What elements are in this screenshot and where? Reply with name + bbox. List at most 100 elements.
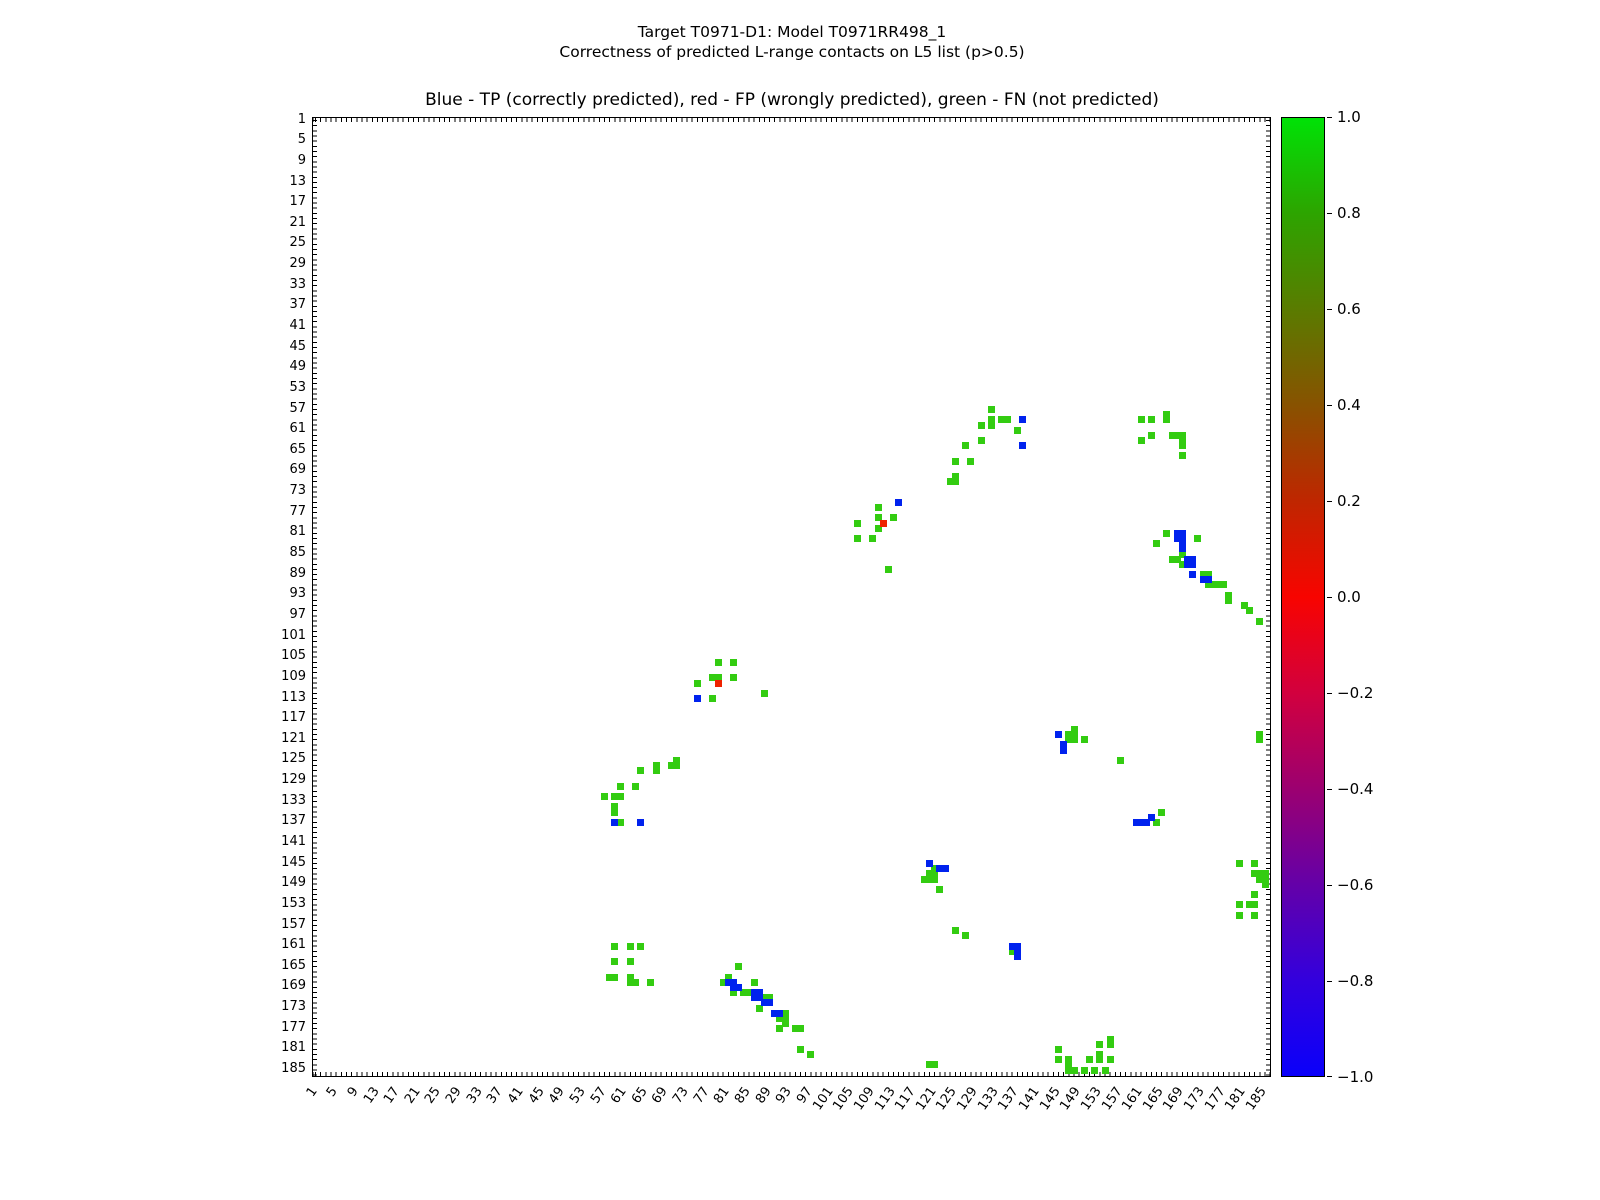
contact-point-fn bbox=[1178, 452, 1186, 460]
contact-point-tp bbox=[1189, 555, 1197, 563]
contact-point-fn bbox=[1070, 725, 1078, 733]
contact-point-fn bbox=[1096, 1040, 1104, 1048]
y-tick-label: 13 bbox=[289, 173, 306, 189]
y-tick-label: 53 bbox=[289, 379, 306, 395]
contact-point-fn bbox=[791, 1025, 799, 1033]
colorbar-tick bbox=[1327, 501, 1332, 502]
contact-point-tp bbox=[1148, 813, 1155, 821]
colorbar-tick-label: −0.2 bbox=[1337, 684, 1374, 702]
contact-point-fn bbox=[1148, 431, 1155, 439]
contact-point-fn bbox=[673, 762, 681, 770]
contact-point-tp bbox=[1055, 731, 1063, 739]
contact-point-tp bbox=[1060, 746, 1068, 754]
contact-point-fn bbox=[766, 994, 774, 1002]
contact-point-tp bbox=[1178, 540, 1186, 548]
contact-point-fn bbox=[714, 658, 722, 666]
contact-point-fn bbox=[750, 978, 758, 986]
contact-point-tp bbox=[941, 865, 949, 873]
contact-point-fn bbox=[1091, 1066, 1099, 1074]
contact-point-fn bbox=[874, 524, 882, 532]
y-tick-label: 177 bbox=[281, 1019, 306, 1035]
contact-point-fn bbox=[709, 674, 717, 682]
y-tick-label: 161 bbox=[281, 937, 306, 953]
contact-point-fn bbox=[781, 1014, 789, 1022]
y-tick-label: 61 bbox=[289, 421, 306, 437]
contact-point-fn bbox=[1256, 870, 1264, 878]
colorbar-tick bbox=[1327, 885, 1332, 886]
contact-point-fn bbox=[967, 457, 975, 465]
contact-point-fn bbox=[988, 406, 996, 414]
colorbar-tick bbox=[1327, 213, 1332, 214]
contact-point-fn bbox=[1055, 1045, 1063, 1053]
contact-point-fn bbox=[761, 994, 768, 1002]
contact-point-tp bbox=[1178, 545, 1186, 553]
y-tick-label: 73 bbox=[289, 483, 306, 499]
y-tick-label: 5 bbox=[297, 132, 306, 148]
contact-point-fn bbox=[1240, 602, 1248, 610]
contact-point-fn bbox=[874, 514, 882, 522]
contact-point-fn bbox=[673, 756, 681, 764]
contact-point-fn bbox=[926, 870, 934, 878]
contact-point-fn bbox=[1261, 870, 1269, 878]
contact-point-fn bbox=[931, 875, 939, 883]
contact-point-tp bbox=[611, 818, 619, 826]
contact-point-fn bbox=[719, 978, 727, 986]
contact-point-fn bbox=[931, 865, 939, 873]
y-tick-label: 33 bbox=[289, 276, 306, 292]
contact-point-tp bbox=[1184, 555, 1192, 563]
y-tick-label: 129 bbox=[281, 772, 306, 788]
colorbar-tick bbox=[1327, 117, 1332, 118]
contact-point-fn bbox=[1163, 411, 1171, 419]
contact-point-fn bbox=[616, 818, 624, 826]
contact-point-fn bbox=[1065, 731, 1073, 739]
contact-point-fn bbox=[1173, 555, 1181, 563]
colorbar bbox=[1281, 117, 1325, 1077]
contact-point-fn bbox=[1013, 426, 1021, 434]
contact-point-fn bbox=[1251, 911, 1259, 919]
contact-point-fn bbox=[668, 762, 676, 770]
colorbar-tick-label: 0.4 bbox=[1337, 396, 1361, 414]
contact-point-tp bbox=[637, 818, 645, 826]
contact-point-tp bbox=[1013, 947, 1021, 955]
colorbar-tick bbox=[1327, 981, 1332, 982]
y-tick-label: 185 bbox=[281, 1061, 306, 1077]
contact-point-fn bbox=[1251, 901, 1259, 909]
y-tick-label: 65 bbox=[289, 441, 306, 457]
contact-point-fn bbox=[1096, 1056, 1104, 1064]
colorbar-tick bbox=[1327, 405, 1332, 406]
contact-point-fn bbox=[1246, 901, 1254, 909]
contact-point-fn bbox=[931, 1061, 939, 1069]
contact-point-fn bbox=[1168, 555, 1176, 563]
y-tick-label: 97 bbox=[289, 606, 306, 622]
top-minor-ticks bbox=[313, 118, 1270, 122]
contact-point-tp bbox=[1173, 535, 1181, 543]
contact-point-tp bbox=[755, 994, 763, 1002]
contact-point-fn bbox=[807, 1051, 815, 1059]
colorbar-tick bbox=[1327, 1076, 1332, 1077]
contact-point-tp bbox=[1019, 416, 1026, 424]
left-minor-ticks bbox=[313, 118, 317, 1076]
contact-point-tp bbox=[1142, 818, 1150, 826]
colorbar-tick-label: 0.0 bbox=[1337, 588, 1361, 606]
contact-point-fn bbox=[745, 989, 753, 997]
contact-point-tp bbox=[1013, 953, 1021, 960]
contact-point-fn bbox=[962, 442, 970, 450]
contact-point-fn bbox=[1204, 581, 1212, 589]
contact-point-fn bbox=[693, 679, 701, 687]
contact-point-fn bbox=[1080, 736, 1088, 744]
contact-point-fn bbox=[1204, 571, 1212, 579]
contact-point-fn bbox=[755, 1004, 763, 1012]
contact-point-fn bbox=[1106, 1035, 1114, 1043]
y-tick-label: 9 bbox=[297, 152, 306, 168]
contact-point-fn bbox=[1246, 607, 1254, 615]
colorbar-tick-label: 0.2 bbox=[1337, 492, 1361, 510]
figure-title-line2: Correctness of predicted L-range contact… bbox=[559, 43, 1025, 61]
y-tick-label: 117 bbox=[281, 710, 306, 726]
contact-point-fn bbox=[730, 674, 738, 682]
contact-point-fn bbox=[988, 416, 996, 424]
contact-point-fn bbox=[724, 973, 732, 981]
y-tick-label: 57 bbox=[289, 400, 306, 416]
contact-point-tp bbox=[1008, 942, 1016, 950]
contact-point-fn bbox=[1261, 875, 1269, 883]
contact-point-fn bbox=[616, 793, 624, 801]
